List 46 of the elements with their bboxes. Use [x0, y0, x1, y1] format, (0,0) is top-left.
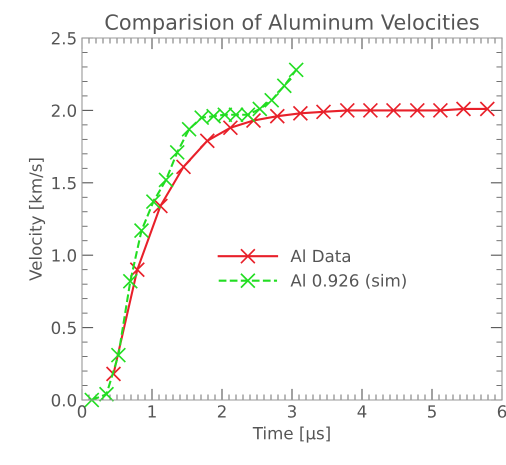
legend-label: Al Data [290, 249, 350, 262]
point [410, 102, 426, 118]
point [122, 273, 138, 290]
y-tick-label: 1.5 [52, 176, 76, 190]
point [270, 108, 286, 124]
y-axis-title: Velocity [km/s] [28, 158, 46, 281]
point [169, 144, 185, 160]
y-tick-label: 0.5 [52, 322, 76, 334]
point [362, 102, 378, 118]
point [134, 222, 150, 238]
point [181, 121, 197, 138]
x-tick-label: 5 [428, 405, 436, 418]
y-tick-label: 1.0 [52, 249, 76, 262]
point [130, 262, 146, 278]
point [480, 101, 496, 117]
x-tick-label: 2 [218, 405, 226, 418]
point [176, 159, 192, 175]
point [288, 62, 304, 78]
point [98, 386, 114, 402]
point [292, 106, 308, 122]
point [386, 102, 402, 118]
y-tick-label: 2.0 [52, 104, 76, 117]
point [200, 133, 216, 149]
point [340, 102, 356, 118]
point [158, 172, 174, 188]
x-tick-label: 0 [78, 405, 86, 418]
point [252, 101, 268, 117]
x-tick-label: 6 [498, 405, 506, 418]
point [432, 102, 448, 118]
y-tick-label: 2.5 [52, 32, 76, 45]
point [456, 101, 472, 117]
point [222, 120, 238, 136]
point [106, 366, 122, 382]
x-axis-title: Time [μs] [252, 426, 330, 443]
x-tick-label: 4 [358, 405, 366, 418]
point [110, 347, 126, 363]
point [146, 194, 162, 210]
chart-title: Comparision of Aluminum Velocities [105, 14, 479, 34]
legend-label: Al 0.926 (sim) [290, 274, 406, 289]
y-tick-label: 0.0 [52, 394, 76, 407]
point [152, 198, 168, 214]
point [276, 78, 292, 94]
x-tick-label: 3 [288, 405, 296, 418]
point [264, 92, 280, 108]
point [316, 104, 332, 120]
x-tick-label: 1 [148, 405, 156, 418]
